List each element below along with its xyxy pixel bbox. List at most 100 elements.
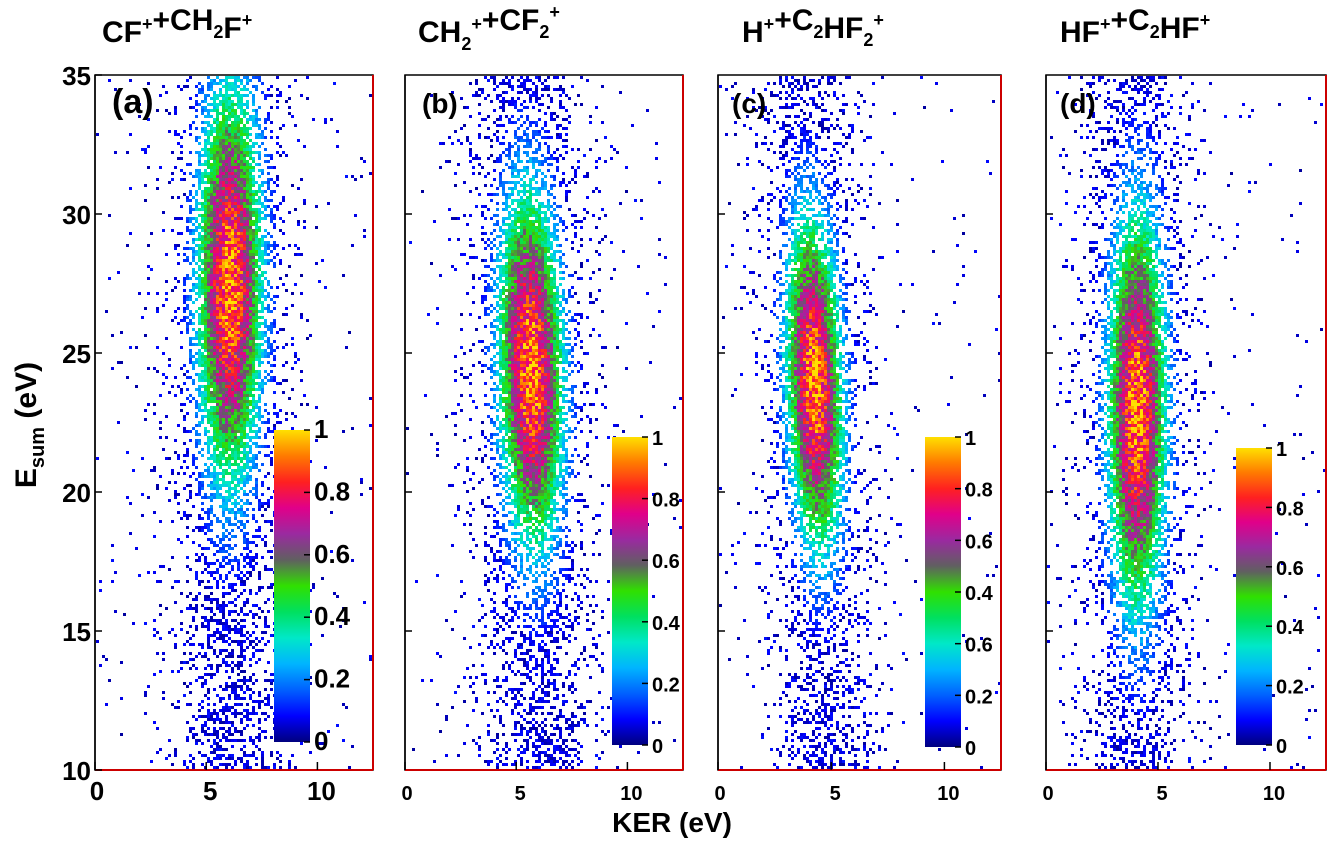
heatmap-cell [258, 322, 261, 325]
heatmap-cell [207, 607, 210, 610]
heatmap-cell [222, 331, 225, 334]
heatmap-cell [225, 262, 228, 265]
heatmap-cell [198, 433, 201, 436]
heatmap-cell [565, 127, 568, 130]
heatmap-cell [213, 370, 216, 373]
heatmap-cell [210, 217, 213, 220]
heatmap-cell [249, 319, 252, 322]
heatmap-cell [126, 244, 129, 247]
heatmap-cell [246, 631, 249, 634]
heatmap-cell [255, 229, 258, 232]
heatmap-cell [213, 430, 216, 433]
heatmap-cell [237, 223, 240, 226]
heatmap-cell [499, 82, 502, 85]
heatmap-cell [216, 433, 219, 436]
heatmap-cell [267, 310, 270, 313]
heatmap-cell [487, 94, 490, 97]
heatmap-cell [261, 295, 264, 298]
heatmap-cell [207, 760, 210, 763]
heatmap-cell [234, 259, 237, 262]
heatmap-cell [240, 328, 243, 331]
heatmap-cell [523, 145, 526, 148]
heatmap-cell [252, 157, 255, 160]
heatmap-cell [222, 151, 225, 154]
heatmap-cell [267, 412, 270, 415]
heatmap-cell [517, 154, 520, 157]
heatmap-cell [138, 292, 141, 295]
heatmap-cell [207, 286, 210, 289]
heatmap-cell [228, 172, 231, 175]
heatmap-cell [195, 217, 198, 220]
heatmap-cell [213, 400, 216, 403]
heatmap-cell [231, 241, 234, 244]
heatmap-cell [243, 430, 246, 433]
heatmap-cell [96, 457, 99, 460]
heatmap-cell [213, 271, 216, 274]
heatmap-cell [222, 94, 225, 97]
heatmap-cell [309, 682, 312, 685]
heatmap-cell [252, 307, 255, 310]
heatmap-cell [520, 124, 523, 127]
heatmap-cell [234, 301, 237, 304]
heatmap-cell [225, 634, 228, 637]
heatmap-cell [252, 328, 255, 331]
heatmap-cell [550, 136, 553, 139]
heatmap-cell [204, 145, 207, 148]
heatmap-cell [249, 736, 252, 739]
heatmap-cell [210, 271, 213, 274]
heatmap-cell [213, 649, 216, 652]
heatmap-cell [231, 394, 234, 397]
heatmap-cell [246, 151, 249, 154]
heatmap-cell [547, 88, 550, 91]
heatmap-cell [246, 388, 249, 391]
heatmap-cell [219, 367, 222, 370]
heatmap-cell [234, 400, 237, 403]
heatmap-cell [234, 694, 237, 697]
heatmap-cell [219, 256, 222, 259]
heatmap-cell [216, 439, 219, 442]
heatmap-cell [246, 337, 249, 340]
heatmap-cell [306, 403, 309, 406]
heatmap-cell [219, 652, 222, 655]
heatmap-cell [231, 211, 234, 214]
heatmap-cell [207, 133, 210, 136]
heatmap-cell [246, 262, 249, 265]
heatmap-cell [204, 148, 207, 151]
heatmap-cell [252, 202, 255, 205]
heatmap-cell [538, 103, 541, 106]
heatmap-cell [195, 577, 198, 580]
heatmap-cell [255, 304, 258, 307]
heatmap-cell [550, 187, 553, 190]
heatmap-cell [213, 190, 216, 193]
heatmap-cell [228, 442, 231, 445]
heatmap-cell [243, 418, 246, 421]
heatmap-cell [228, 271, 231, 274]
heatmap-cell [243, 298, 246, 301]
heatmap-cell [192, 223, 195, 226]
heatmap-cell [201, 376, 204, 379]
heatmap-cell [249, 439, 252, 442]
heatmap-cell [315, 406, 318, 409]
heatmap-cell [198, 652, 201, 655]
heatmap-cell [156, 178, 159, 181]
heatmap-cell [207, 412, 210, 415]
heatmap-cell [511, 172, 514, 175]
heatmap-cell [231, 436, 234, 439]
heatmap-cell [192, 463, 195, 466]
heatmap-cell [574, 172, 577, 175]
heatmap-cell [258, 352, 261, 355]
heatmap-cell [249, 589, 252, 592]
heatmap-cell [192, 727, 195, 730]
heatmap-cell [252, 256, 255, 259]
heatmap-cell [237, 469, 240, 472]
heatmap-cell [216, 343, 219, 346]
heatmap-cell [261, 322, 264, 325]
heatmap-cell [261, 586, 264, 589]
heatmap-cell [186, 514, 189, 517]
heatmap-cell [213, 562, 216, 565]
heatmap-cell [174, 277, 177, 280]
heatmap-cell [264, 289, 267, 292]
heatmap-cell [246, 466, 249, 469]
heatmap-cell [195, 277, 198, 280]
heatmap-cell [258, 241, 261, 244]
